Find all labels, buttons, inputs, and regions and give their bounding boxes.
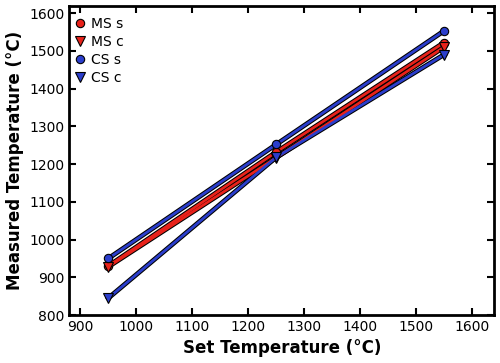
Legend: MS s, MS c, CS s, CS c: MS s, MS c, CS s, CS c xyxy=(76,12,128,89)
CS s xyxy=(273,142,279,147)
CS c xyxy=(106,296,112,300)
MS s xyxy=(441,40,447,45)
CS c xyxy=(273,155,279,159)
MS c xyxy=(273,155,279,160)
MS s xyxy=(273,150,279,154)
CS s xyxy=(106,256,112,261)
MS c xyxy=(441,45,447,49)
CS c xyxy=(441,52,447,57)
Line: CS c: CS c xyxy=(104,50,449,303)
X-axis label: Set Temperature (°C): Set Temperature (°C) xyxy=(182,339,381,358)
Line: CS s: CS s xyxy=(104,26,448,262)
Line: MS s: MS s xyxy=(104,38,448,270)
Y-axis label: Measured Temperature (°C): Measured Temperature (°C) xyxy=(6,31,24,290)
Line: MS c: MS c xyxy=(104,42,449,272)
MS s xyxy=(106,264,112,268)
MS c xyxy=(106,265,112,269)
CS s xyxy=(441,29,447,33)
